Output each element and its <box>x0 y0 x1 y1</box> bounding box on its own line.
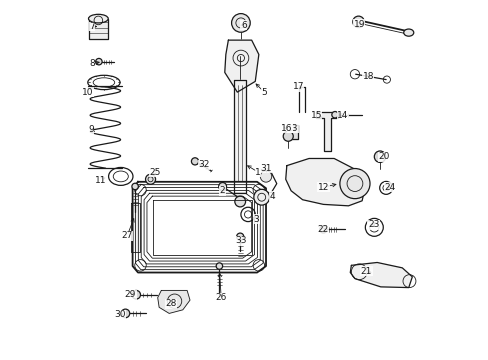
Text: 13: 13 <box>286 123 298 132</box>
Text: 10: 10 <box>81 87 93 96</box>
Circle shape <box>319 226 326 233</box>
Circle shape <box>96 58 102 65</box>
Circle shape <box>132 291 140 299</box>
Text: 7: 7 <box>89 22 95 31</box>
Circle shape <box>260 171 271 182</box>
Circle shape <box>132 183 138 190</box>
Text: 6: 6 <box>241 21 246 30</box>
Text: 29: 29 <box>124 290 136 299</box>
Text: 1: 1 <box>255 168 261 177</box>
Text: 8: 8 <box>89 59 95 68</box>
Text: 25: 25 <box>149 168 160 177</box>
Polygon shape <box>234 80 246 193</box>
Text: 24: 24 <box>384 183 395 192</box>
Text: 19: 19 <box>353 19 364 28</box>
Text: 20: 20 <box>378 152 389 161</box>
Text: 3: 3 <box>253 215 259 224</box>
Polygon shape <box>224 40 258 92</box>
Text: 28: 28 <box>165 299 176 308</box>
Circle shape <box>236 233 244 240</box>
Text: 18: 18 <box>362 72 373 81</box>
Circle shape <box>191 158 198 165</box>
Text: 16: 16 <box>280 123 292 132</box>
Polygon shape <box>131 203 140 252</box>
Polygon shape <box>290 126 297 139</box>
Circle shape <box>121 309 129 318</box>
Polygon shape <box>153 200 251 255</box>
Text: 23: 23 <box>367 220 379 229</box>
Circle shape <box>253 189 269 205</box>
Ellipse shape <box>403 29 413 36</box>
Text: 22: 22 <box>317 225 328 234</box>
Text: 4: 4 <box>269 192 275 201</box>
Circle shape <box>231 14 250 32</box>
Polygon shape <box>315 112 337 151</box>
Text: 11: 11 <box>94 176 106 185</box>
Text: 17: 17 <box>292 82 304 91</box>
Polygon shape <box>285 158 365 206</box>
Circle shape <box>218 183 226 190</box>
Text: 15: 15 <box>310 111 321 120</box>
Polygon shape <box>88 19 108 40</box>
Polygon shape <box>132 182 265 273</box>
Polygon shape <box>349 262 411 288</box>
Polygon shape <box>158 291 190 314</box>
Text: 32: 32 <box>198 161 209 170</box>
Text: 33: 33 <box>235 237 246 246</box>
Ellipse shape <box>88 14 108 23</box>
Text: 12: 12 <box>317 183 328 192</box>
Text: 5: 5 <box>261 87 266 96</box>
Text: 27: 27 <box>122 231 133 240</box>
Circle shape <box>216 263 222 269</box>
Text: 2: 2 <box>219 186 224 195</box>
Text: 26: 26 <box>215 293 226 302</box>
Circle shape <box>373 151 385 162</box>
Circle shape <box>234 196 245 207</box>
Circle shape <box>331 112 338 118</box>
Circle shape <box>283 131 293 141</box>
Circle shape <box>145 174 155 184</box>
Text: 31: 31 <box>260 164 271 173</box>
Text: 14: 14 <box>337 111 348 120</box>
Circle shape <box>339 168 369 199</box>
Text: 30: 30 <box>114 310 125 319</box>
Circle shape <box>352 16 364 28</box>
Text: 21: 21 <box>360 267 371 276</box>
Text: 9: 9 <box>88 125 94 134</box>
